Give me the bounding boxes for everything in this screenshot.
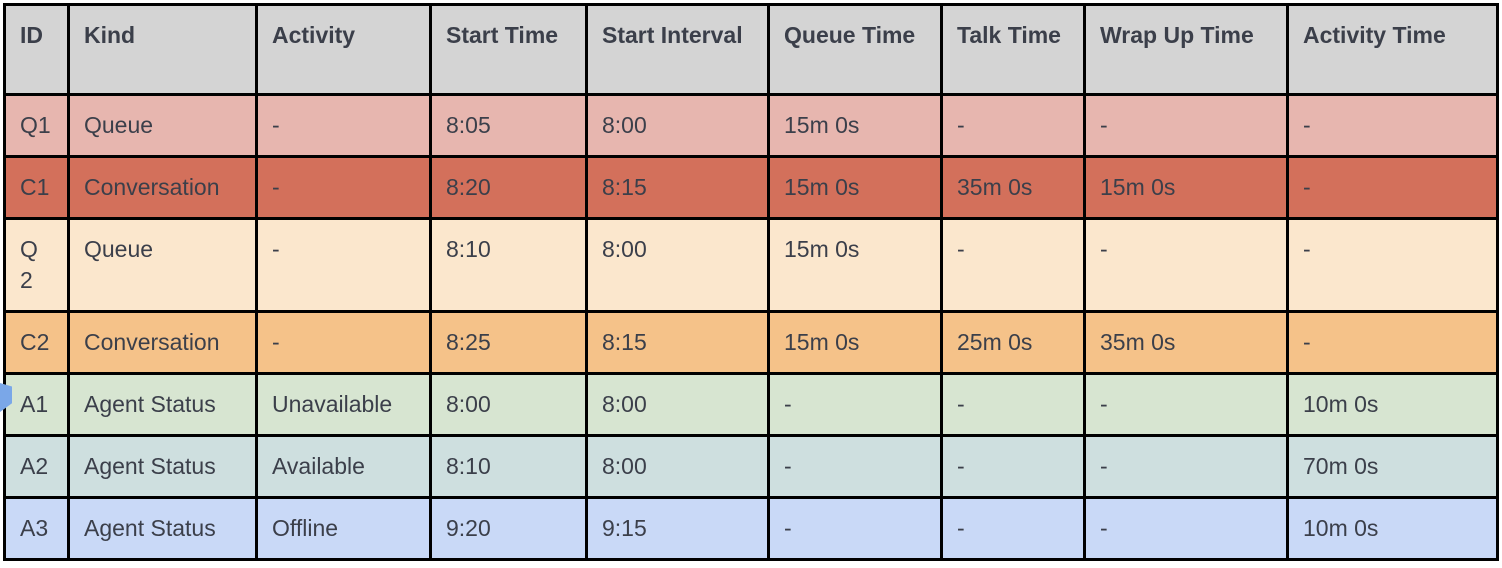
cell-talk-time: - — [940, 93, 1086, 158]
cell-wrap-up-time: - — [1083, 372, 1289, 437]
cell-talk-time: - — [940, 217, 1086, 313]
col-header-talk-time: Talk Time — [940, 3, 1086, 96]
cell-talk-time: - — [940, 434, 1086, 499]
cell-kind: Agent Status — [67, 496, 258, 561]
cell-id: A3 — [3, 496, 70, 561]
cell-wrap-up-time: 15m 0s — [1083, 155, 1289, 220]
cell-talk-time: - — [940, 496, 1086, 561]
cell-activity: Unavailable — [255, 372, 432, 437]
interval-metrics-table: ID Kind Activity Start Time Start Interv… — [3, 3, 1499, 561]
col-header-start-interval: Start Interval — [585, 3, 770, 96]
cell-activity-time: - — [1286, 310, 1499, 375]
table-row-a3[interactable]: A3 Agent Status Offline 9:20 9:15 - - - … — [3, 496, 1499, 561]
cell-start-interval: 9:15 — [585, 496, 770, 561]
cell-queue-time: - — [767, 434, 943, 499]
table-row-c1[interactable]: C1 Conversation - 8:20 8:15 15m 0s 35m 0… — [3, 155, 1499, 220]
cell-id: A2 — [3, 434, 70, 499]
cell-activity-time: - — [1286, 155, 1499, 220]
cell-kind: Conversation — [67, 310, 258, 375]
table-row-a1[interactable]: A1 Agent Status Unavailable 8:00 8:00 - … — [3, 372, 1499, 437]
table-row-q1[interactable]: Q1 Queue - 8:05 8:00 15m 0s - - - — [3, 93, 1499, 158]
header-row: ID Kind Activity Start Time Start Interv… — [3, 3, 1499, 96]
cell-id: C2 — [3, 310, 70, 375]
col-header-wrap-up-time: Wrap Up Time — [1083, 3, 1289, 96]
cell-id: C1 — [3, 155, 70, 220]
cell-queue-time: - — [767, 496, 943, 561]
table-row-a2[interactable]: A2 Agent Status Available 8:10 8:00 - - … — [3, 434, 1499, 499]
cell-start-interval: 8:00 — [585, 93, 770, 158]
collab-cursor-marker — [0, 383, 12, 412]
cell-queue-time: 15m 0s — [767, 93, 943, 158]
col-header-start-time: Start Time — [429, 3, 588, 96]
col-header-activity-time: Activity Time — [1286, 3, 1499, 96]
cell-start-time: 8:25 — [429, 310, 588, 375]
table-row-q2[interactable]: Q 2 Queue - 8:10 8:00 15m 0s - - - — [3, 217, 1499, 313]
cell-id: A1 — [3, 372, 70, 437]
cell-kind: Agent Status — [67, 372, 258, 437]
cell-kind: Conversation — [67, 155, 258, 220]
col-header-activity: Activity — [255, 3, 432, 96]
cell-activity: - — [255, 155, 432, 220]
cell-start-interval: 8:15 — [585, 155, 770, 220]
cell-activity-time: 10m 0s — [1286, 372, 1499, 437]
cell-activity-time: - — [1286, 93, 1499, 158]
cell-start-time: 8:00 — [429, 372, 588, 437]
cell-kind: Queue — [67, 93, 258, 158]
cell-activity: - — [255, 93, 432, 158]
cell-talk-time: 25m 0s — [940, 310, 1086, 375]
cell-id: Q 2 — [3, 217, 70, 313]
cell-activity: - — [255, 310, 432, 375]
cell-start-time: 8:05 — [429, 93, 588, 158]
cell-queue-time: - — [767, 372, 943, 437]
cell-start-time: 9:20 — [429, 496, 588, 561]
cell-talk-time: 35m 0s — [940, 155, 1086, 220]
cell-start-interval: 8:00 — [585, 372, 770, 437]
col-header-id: ID — [3, 3, 70, 96]
table-row-c2[interactable]: C2 Conversation - 8:25 8:15 15m 0s 25m 0… — [3, 310, 1499, 375]
cell-wrap-up-time: - — [1083, 434, 1289, 499]
cell-talk-time: - — [940, 372, 1086, 437]
cell-start-interval: 8:00 — [585, 217, 770, 313]
cell-queue-time: 15m 0s — [767, 310, 943, 375]
col-header-kind: Kind — [67, 3, 258, 96]
col-header-queue-time: Queue Time — [767, 3, 943, 96]
cell-wrap-up-time: - — [1083, 93, 1289, 158]
cell-queue-time: 15m 0s — [767, 155, 943, 220]
cell-activity: Offline — [255, 496, 432, 561]
cell-wrap-up-time: - — [1083, 217, 1289, 313]
cell-activity: - — [255, 217, 432, 313]
cell-queue-time: 15m 0s — [767, 217, 943, 313]
cell-start-interval: 8:00 — [585, 434, 770, 499]
cell-start-time: 8:10 — [429, 434, 588, 499]
cell-start-interval: 8:15 — [585, 310, 770, 375]
cell-wrap-up-time: - — [1083, 496, 1289, 561]
cell-activity-time: 10m 0s — [1286, 496, 1499, 561]
cell-wrap-up-time: 35m 0s — [1083, 310, 1289, 375]
cell-activity-time: - — [1286, 217, 1499, 313]
cell-kind: Agent Status — [67, 434, 258, 499]
cell-id: Q1 — [3, 93, 70, 158]
cell-start-time: 8:10 — [429, 217, 588, 313]
cell-activity: Available — [255, 434, 432, 499]
cell-kind: Queue — [67, 217, 258, 313]
cell-activity-time: 70m 0s — [1286, 434, 1499, 499]
cell-start-time: 8:20 — [429, 155, 588, 220]
